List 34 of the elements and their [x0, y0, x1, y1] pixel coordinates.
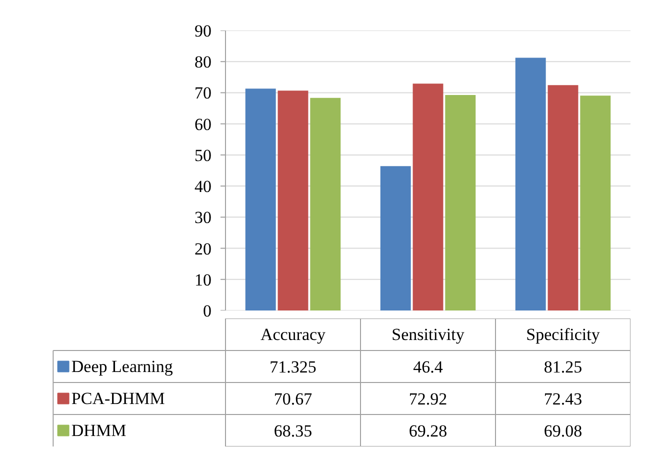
x-tick-label: Sensitivity	[392, 325, 465, 344]
y-tick-label: 90	[194, 22, 212, 40]
bar	[278, 90, 308, 310]
x-tick-label: Accuracy	[260, 325, 326, 344]
legend-label: Deep Learning	[71, 357, 174, 376]
y-tick-label: 50	[194, 146, 212, 165]
y-tick-label: 40	[194, 177, 212, 196]
y-tick-label: 80	[194, 52, 212, 72]
data-label: 46.4	[413, 358, 444, 376]
data-label: 69.08	[544, 422, 582, 440]
y-tick-label: 60	[194, 114, 212, 134]
data-label: 68.35	[274, 422, 312, 440]
bar	[245, 88, 276, 310]
data-label: 71.325	[270, 358, 316, 376]
bar	[580, 96, 611, 310]
y-tick-label: 30	[194, 208, 212, 228]
bar	[445, 94, 476, 310]
bar	[515, 58, 546, 310]
bar	[380, 166, 411, 310]
y-tick-label: 10	[194, 270, 212, 290]
data-label: 70.67	[274, 390, 313, 408]
y-tick-label: 0	[203, 302, 212, 320]
x-tick-label: Specificity	[526, 325, 600, 344]
data-label: 72.43	[544, 390, 582, 408]
data-label: 69.28	[408, 422, 448, 440]
y-tick-label: 70	[194, 84, 212, 103]
data-label: 72.92	[408, 390, 448, 408]
data-label: 81.25	[544, 358, 582, 376]
bar	[310, 98, 341, 310]
legend-label: DHMM	[71, 421, 126, 440]
legend-label: PCA-DHMM	[71, 389, 165, 408]
bar	[412, 84, 444, 310]
bar	[548, 85, 578, 310]
y-tick-label: 20	[194, 239, 212, 258]
